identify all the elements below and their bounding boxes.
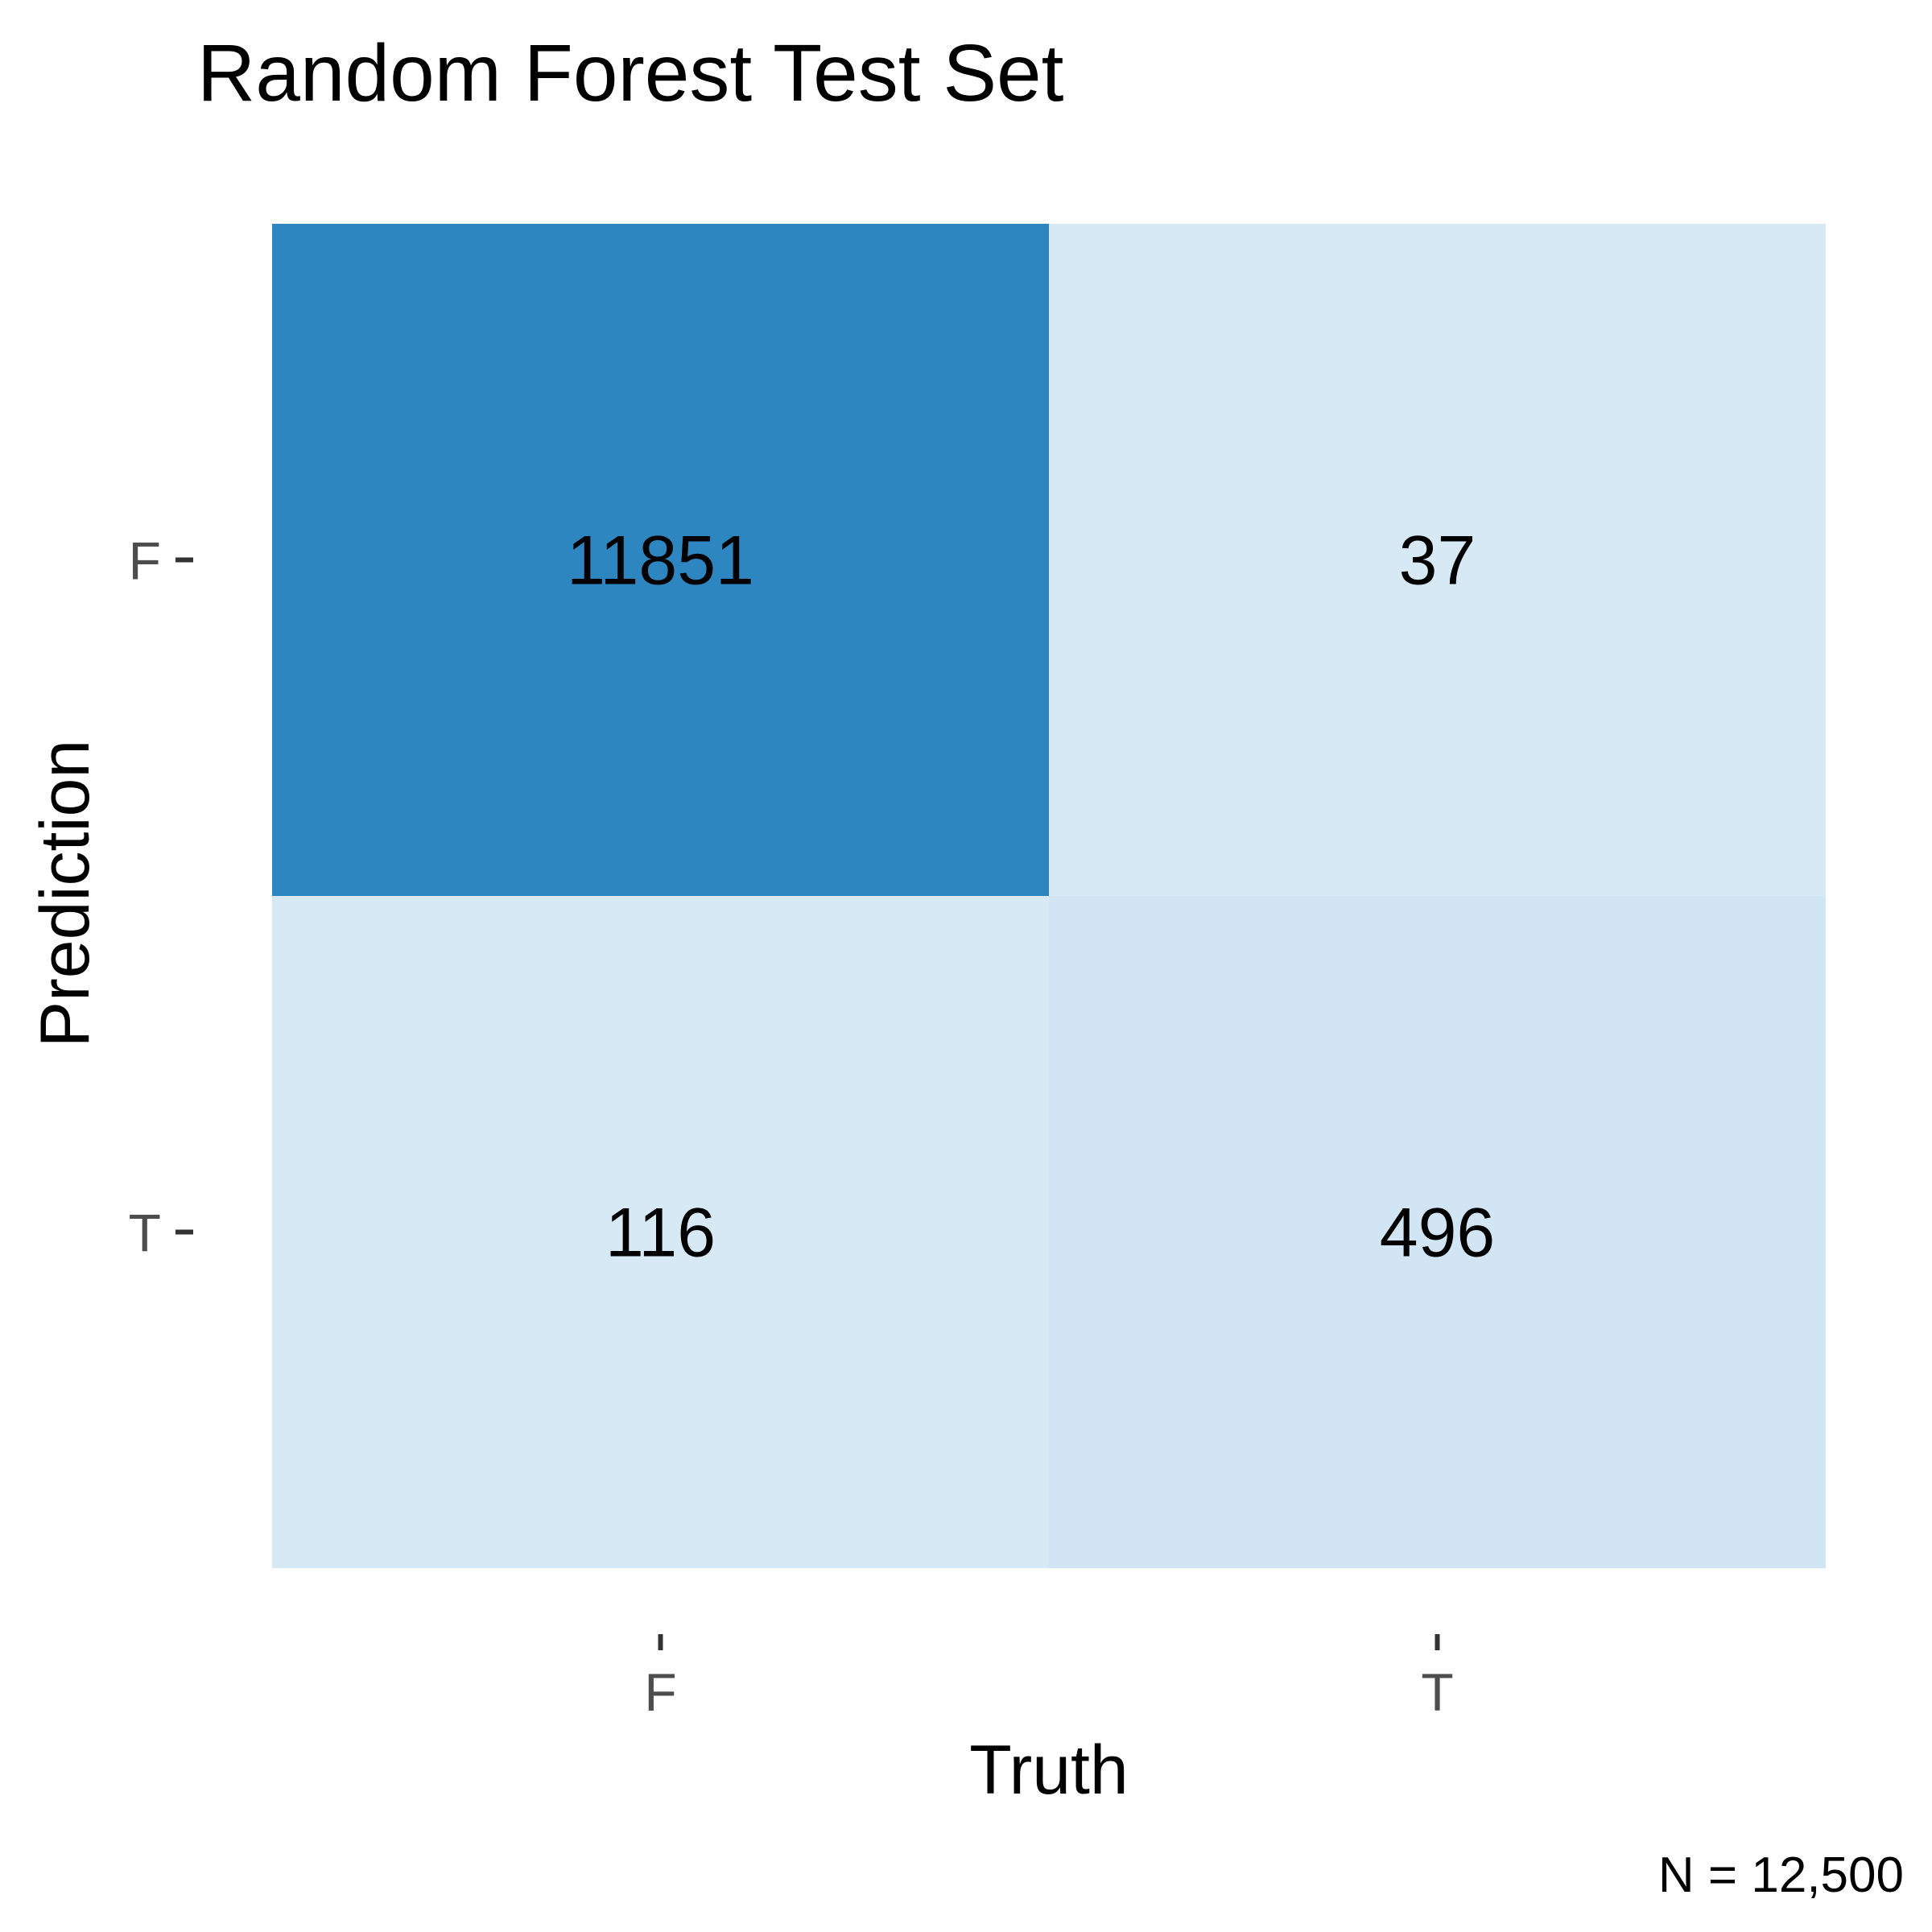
y-axis-title: Prediction [27, 740, 104, 1047]
heatmap-cell-pred-f-truth-t [1049, 224, 1826, 896]
sample-size-caption: N = 12,500 [1658, 1847, 1904, 1903]
x-tick-label-f: F [644, 1662, 676, 1722]
heatmap-cell-pred-f-truth-f [272, 224, 1049, 896]
heatmap-cell-labels: 11851 37 116 496 [567, 522, 1495, 1272]
cell-value-label-pred-f-truth-t: 37 [1399, 522, 1476, 600]
heatmap-cell-pred-t-truth-t [1049, 896, 1826, 1568]
chart-title: Random Forest Test Set [197, 28, 1064, 118]
heatmap-cells [272, 224, 1826, 1568]
cell-value-label-pred-t-truth-f: 116 [605, 1195, 716, 1272]
heatmap-cell-pred-t-truth-f [272, 896, 1049, 1568]
cell-value-label-pred-t-truth-t: 496 [1380, 1195, 1496, 1272]
y-tick-label-f: F [129, 531, 161, 591]
y-tick-label-t: T [129, 1203, 161, 1263]
cell-value-label-pred-f-truth-f: 11851 [567, 522, 754, 600]
x-tick-label-t: T [1421, 1662, 1453, 1722]
y-axis-ticks: FT [129, 531, 193, 1263]
x-axis-title: Truth [969, 1732, 1129, 1809]
